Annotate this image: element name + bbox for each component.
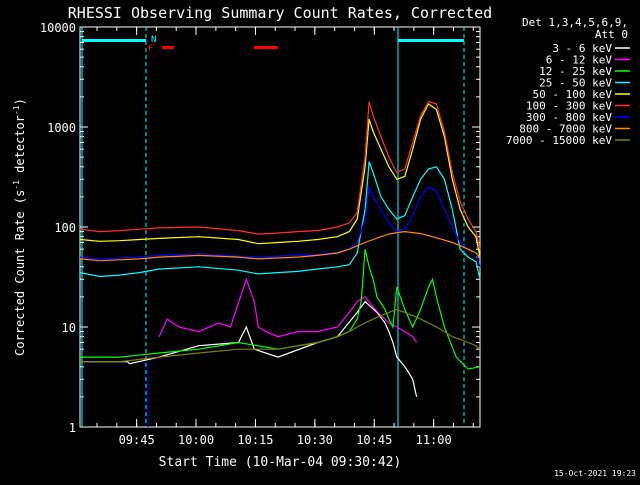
legend-entry-label: 25 - 50 keV: [539, 77, 612, 90]
series-lines: [79, 100, 481, 398]
series-line-2: [80, 249, 481, 370]
legend-header-line1: Det 1,3,4,5,6,9,: [522, 16, 628, 29]
y-tick-label: 100: [54, 221, 76, 235]
series-line-6: [79, 184, 481, 267]
flare-flag-bar-1: [162, 46, 174, 49]
x-axis-ticks: 09:45 10:00 10:15 10:30 10:45 11:00: [96, 27, 474, 447]
legend-entry-label: 6 - 12 keV: [546, 54, 613, 67]
series-line-8: [80, 308, 481, 363]
y-axis-label: Corrected Count Rate (s-1 detector-1): [12, 98, 27, 356]
series-line-5: [79, 100, 481, 250]
legend-entry-label: 100 - 300 keV: [526, 100, 612, 113]
timestamp: 15-Oct-2021 19:23: [554, 469, 636, 478]
legend-header-line2: Att 0: [595, 28, 628, 41]
y-tick-label: 10000: [40, 21, 76, 35]
x-tick-label: 10:00: [178, 433, 214, 447]
x-tick-label: 10:30: [297, 433, 333, 447]
y-tick-label: 10: [62, 321, 76, 335]
legend-entry-label: 800 - 7000 keV: [519, 123, 612, 136]
x-tick-label: 10:45: [356, 433, 392, 447]
series-line-4: [79, 103, 481, 258]
y-tick-label: 1: [69, 421, 76, 435]
y-axis-ticks: 1 10 100 1000 10000: [40, 21, 480, 435]
night-flag-letter: N: [151, 35, 156, 45]
series-line-7: [79, 230, 481, 262]
y-tick-label: 1000: [47, 121, 76, 135]
night-flag-bar-1: [82, 39, 146, 42]
legend-entry-label: 50 - 100 keV: [533, 88, 613, 101]
series-line-1: [158, 277, 418, 343]
x-tick-label: 09:45: [119, 433, 155, 447]
flare-flag-letter: F: [148, 44, 153, 54]
series-line-0: [80, 300, 418, 398]
legend-entry-label: 12 - 25 keV: [539, 65, 612, 78]
legend-entry-label: 3 - 6 keV: [552, 42, 612, 55]
plot-frame: [79, 26, 481, 428]
series-line-3: [79, 161, 481, 280]
legend-entry-label: 300 - 800 keV: [526, 111, 612, 124]
x-axis-label: Start Time (10-Mar-04 09:30:42): [159, 455, 402, 470]
x-tick-label: 11:00: [416, 433, 452, 447]
night-flag-bar-2: [398, 39, 464, 42]
flare-flag-bar-2: [254, 46, 278, 49]
chart-title: RHESSI Observing Summary Count Rates, Co…: [68, 4, 492, 22]
legend-entry-label: 7000 - 15000 keV: [506, 134, 612, 147]
x-tick-label: 10:15: [237, 433, 273, 447]
